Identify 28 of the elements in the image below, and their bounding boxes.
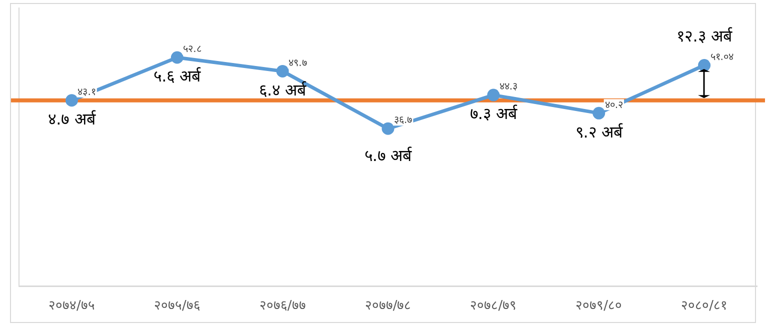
x-tick-label: २०७४/७५	[48, 298, 95, 314]
point	[487, 88, 500, 102]
point	[276, 64, 289, 78]
annotation: ४.७ अर्ब	[48, 110, 96, 129]
x-tick-label: २०७७/७८	[364, 298, 412, 314]
x-tick-label: २०७५/७६	[154, 298, 200, 314]
point	[698, 59, 711, 72]
data-label: ५२.८	[183, 44, 202, 56]
point	[382, 122, 394, 135]
data-label: ३६.७	[394, 115, 412, 126]
point	[170, 51, 184, 64]
data-label: ४४.३	[499, 82, 518, 93]
x-tick-label: २०७९/८०	[576, 298, 622, 314]
data-label: ४०.२	[604, 100, 624, 111]
point	[65, 94, 78, 107]
x-tick-label: २०७६/७७	[259, 298, 306, 314]
point	[592, 106, 606, 120]
data-label: ४३.१	[78, 86, 96, 98]
x-tick-label: २०८०/८१	[681, 298, 728, 314]
annotation: ९.२ अर्ब	[575, 122, 624, 142]
data-label: ४९.७	[288, 58, 307, 69]
annotation: ५.७ अर्ब	[364, 146, 413, 165]
annotation: ६.४ अर्ब	[258, 80, 308, 100]
annotation: १२.३ अर्ब	[676, 26, 733, 46]
x-tick-label: २०७८/७९	[470, 298, 517, 314]
annotation: ७.३ अर्ब	[470, 104, 518, 124]
data-label: ५१.०४	[710, 52, 734, 63]
annotation: ५.६ अर्ब	[154, 66, 202, 86]
